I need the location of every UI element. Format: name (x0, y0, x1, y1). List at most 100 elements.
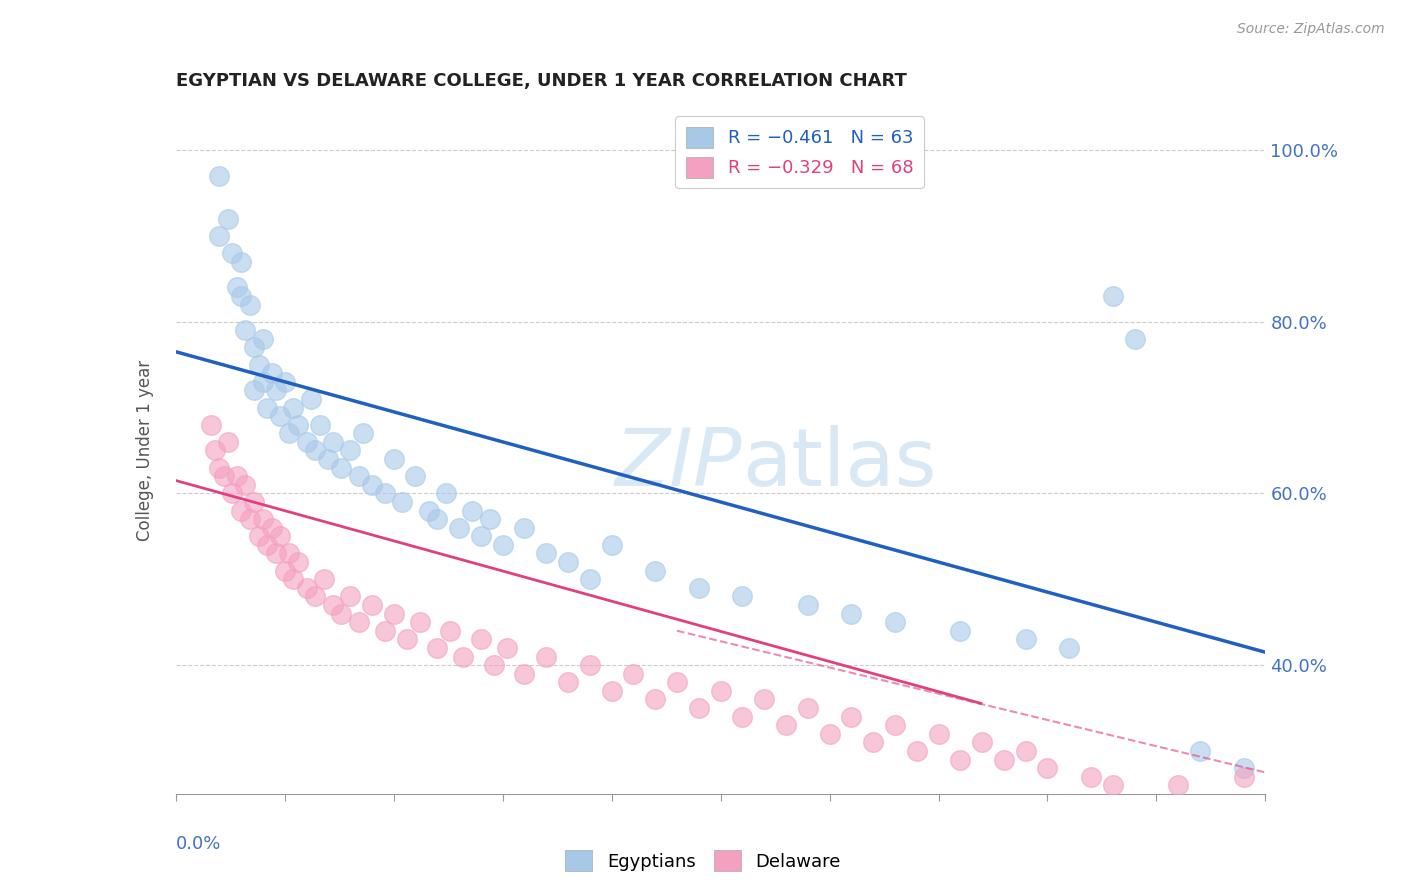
Point (884, 615, 907, 630)
Point (374, 624, 396, 638)
Point (1189, 744, 1212, 758)
Point (513, 521, 536, 535)
Point (304, 590, 326, 604)
Point (283, 572, 305, 586)
Point (405, 469, 427, 483)
Point (666, 675, 689, 690)
Point (557, 675, 579, 690)
Point (360, 598, 382, 612)
Point (235, 323, 257, 337)
Point (278, 426, 301, 441)
Point (231, 289, 253, 303)
Point (208, 228, 231, 243)
Point (312, 572, 335, 586)
Text: atlas: atlas (742, 425, 936, 503)
Point (1080, 770, 1102, 784)
Point (447, 521, 470, 535)
Point (322, 434, 344, 449)
Point (239, 512, 262, 526)
Point (243, 340, 266, 354)
Point (287, 555, 309, 569)
Point (710, 684, 733, 698)
Point (862, 735, 884, 749)
Point (352, 426, 374, 441)
Point (235, 478, 257, 492)
Point (453, 649, 475, 664)
Point (1232, 761, 1256, 775)
Point (754, 692, 776, 706)
Point (993, 753, 1015, 767)
Point (884, 718, 907, 732)
Point (304, 443, 326, 458)
Point (374, 486, 396, 500)
Point (644, 692, 666, 706)
Point (243, 384, 266, 398)
Point (478, 512, 501, 526)
Point (256, 538, 278, 552)
Point (252, 375, 274, 389)
Point (208, 460, 231, 475)
Point (231, 254, 253, 268)
Point (278, 546, 301, 561)
Point (231, 503, 253, 517)
Point (418, 503, 440, 517)
Point (208, 169, 231, 183)
Point (360, 478, 382, 492)
Point (600, 684, 623, 698)
Point (439, 624, 461, 638)
Point (256, 401, 278, 415)
Point (212, 469, 235, 483)
Point (274, 564, 297, 578)
Point (579, 658, 602, 673)
Point (1123, 332, 1146, 346)
Point (243, 495, 266, 509)
Point (339, 443, 361, 458)
Point (347, 469, 370, 483)
Point (200, 417, 222, 432)
Point (274, 375, 297, 389)
Point (264, 546, 287, 561)
Point (818, 727, 841, 741)
Point (534, 649, 557, 664)
Text: ZIP: ZIP (614, 425, 742, 503)
Point (221, 246, 243, 260)
Point (391, 495, 413, 509)
Point (299, 392, 322, 406)
Point (621, 666, 644, 681)
Y-axis label: College, Under 1 year: College, Under 1 year (136, 359, 155, 541)
Point (928, 727, 950, 741)
Point (295, 581, 318, 595)
Text: EGYPTIAN VS DELAWARE COLLEGE, UNDER 1 YEAR CORRELATION CHART: EGYPTIAN VS DELAWARE COLLEGE, UNDER 1 YE… (176, 72, 907, 90)
Point (492, 538, 515, 552)
Point (775, 718, 797, 732)
Point (308, 417, 330, 432)
Point (260, 521, 283, 535)
Legend: R = −0.461   N = 63, R = −0.329   N = 68: R = −0.461 N = 63, R = −0.329 N = 68 (675, 116, 924, 188)
Point (295, 434, 318, 449)
Point (1015, 632, 1038, 647)
Point (644, 564, 666, 578)
Point (534, 546, 557, 561)
Point (252, 512, 274, 526)
Text: 0.0%: 0.0% (176, 835, 221, 853)
Point (1102, 778, 1125, 792)
Point (382, 607, 405, 621)
Point (731, 590, 754, 604)
Text: Source: ZipAtlas.com: Source: ZipAtlas.com (1237, 22, 1385, 37)
Point (688, 581, 710, 595)
Point (1232, 770, 1256, 784)
Point (409, 615, 432, 630)
Point (841, 607, 863, 621)
Point (600, 538, 623, 552)
Point (1167, 778, 1189, 792)
Point (221, 486, 243, 500)
Point (557, 555, 579, 569)
Point (269, 529, 291, 543)
Point (247, 529, 270, 543)
Point (217, 211, 239, 226)
Point (949, 624, 972, 638)
Point (1015, 744, 1038, 758)
Point (688, 701, 710, 715)
Point (330, 460, 353, 475)
Point (264, 384, 287, 398)
